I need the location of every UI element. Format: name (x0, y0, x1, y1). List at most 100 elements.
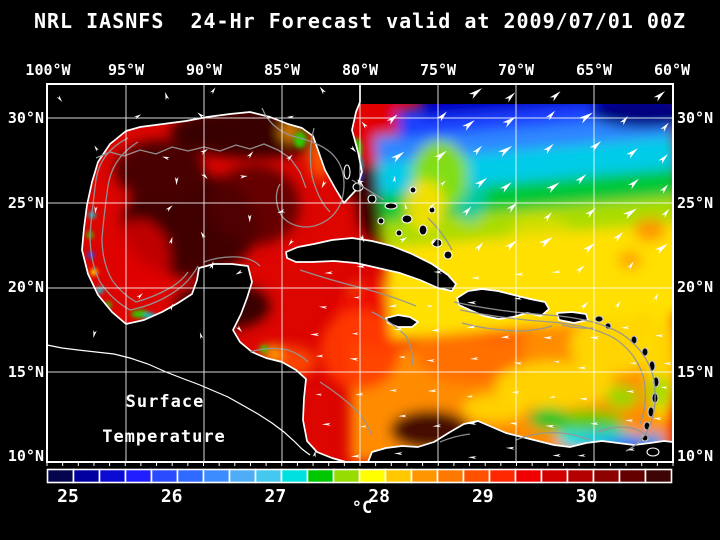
vector-arrow (349, 357, 359, 361)
lat-tick-label-right: 30°N (677, 109, 714, 127)
vector-arrow (660, 386, 668, 390)
page-title: NRL IASNFS 24-Hr Forecast valid at 2009/… (33, 9, 687, 33)
vector-arrow (474, 242, 484, 252)
vector-arrow (200, 148, 208, 155)
vector-arrow (583, 242, 595, 254)
vector-arrow (575, 174, 587, 185)
colorbar-segment (462, 468, 491, 484)
vector-arrow (136, 293, 143, 300)
vector-arrow (553, 360, 560, 363)
colorbar-segment (514, 468, 543, 484)
vector-arrow (654, 243, 668, 255)
vector-arrow (165, 205, 173, 212)
lat-tick-label-right: 15°N (677, 362, 714, 381)
vector-arrow (504, 92, 516, 103)
colorbar-segment (618, 468, 647, 484)
vector-arrow (663, 362, 672, 366)
vector-arrow (589, 141, 602, 152)
vector-arrow (356, 179, 365, 185)
colorbar-segment (644, 468, 673, 484)
vector-arrow (620, 326, 630, 330)
vector-arrow (350, 454, 361, 458)
vector-arrow (585, 207, 596, 219)
lat-tick-label-left: 30°N (7, 109, 44, 127)
vector-arrow (513, 362, 523, 366)
vector-arrow (168, 303, 174, 311)
vector-arrow (430, 328, 441, 332)
vector-arrow (466, 301, 477, 305)
vector-arrow (658, 154, 668, 164)
vector-arrow (514, 272, 524, 276)
colorbar-segment (150, 468, 179, 484)
vector-arrow (312, 450, 316, 458)
vector-arrow (469, 356, 479, 360)
vector-arrow (425, 305, 433, 308)
vector-arrow (427, 389, 437, 393)
vector-arrow (209, 260, 214, 270)
vector-arrow (552, 454, 561, 457)
vector-arrows (56, 86, 672, 460)
vector-arrow (625, 390, 635, 394)
vector-arrow (428, 203, 436, 209)
pacific-coastline (46, 344, 311, 456)
vector-arrow (247, 214, 252, 223)
vector-arrow (509, 422, 519, 426)
lon-tick-label: 65°W (575, 61, 613, 79)
vector-arrow (398, 414, 407, 418)
vector-arrow (235, 269, 243, 275)
vector-arrow (627, 178, 639, 190)
colorbar-segment (72, 468, 101, 484)
vector-arrow (399, 236, 408, 243)
vector-arrow (472, 145, 483, 156)
vector-arrow (94, 145, 99, 152)
vector-arrow (462, 120, 475, 131)
vector-arrow (318, 306, 328, 310)
vector-arrow (652, 417, 662, 421)
vector-arrow (575, 265, 585, 274)
lon-tick-label: 60°W (653, 61, 691, 79)
lat-tick-label-left: 25°N (7, 193, 44, 212)
vector-arrow (659, 184, 669, 194)
lon-tick-label: 75°W (419, 61, 457, 79)
vector-arrow (134, 114, 142, 120)
vector-arrow (361, 121, 368, 129)
vector-arrow (506, 202, 518, 213)
vector-arrow (653, 90, 666, 102)
lat-tick-label-left: 10°N (7, 447, 44, 465)
vector-arrow (239, 175, 248, 179)
vector-arrow (324, 271, 333, 275)
vector-arrow (589, 336, 600, 340)
vector-arrow (660, 122, 669, 133)
vector-arrow (474, 177, 488, 189)
lat-tick-label-right: 10°N (677, 447, 714, 465)
vector-arrow (626, 148, 638, 159)
colorbar-segment (228, 468, 257, 484)
vector-arrow (319, 86, 327, 95)
vector-arrow (505, 446, 515, 450)
south-america-landmass (367, 420, 674, 463)
vector-arrow (426, 359, 435, 363)
vector-arrow (543, 143, 554, 154)
vector-arrow (360, 425, 367, 428)
colorbar-unit-label: °C (351, 498, 373, 518)
vector-arrow (467, 456, 477, 460)
jamaica-island (385, 314, 419, 328)
vector-arrow (209, 87, 216, 95)
vector-arrow (236, 325, 243, 333)
vector-arrow (309, 332, 320, 337)
vector-arrow (288, 238, 295, 246)
vector-arrow (286, 115, 295, 119)
vector-arrow (578, 112, 593, 124)
colorbar-segment (280, 468, 309, 484)
vector-arrow (504, 240, 517, 251)
colorbar-segment (540, 468, 569, 484)
colorbar-tick-label: 26 (160, 486, 183, 507)
vector-arrow (549, 91, 561, 102)
vector-arrow (546, 182, 560, 194)
vector-arrow (513, 296, 523, 300)
colorbar-segment (176, 468, 205, 484)
vector-arrow (432, 424, 442, 428)
colorbar-segment (566, 468, 595, 484)
colorbar-segment (202, 468, 231, 484)
